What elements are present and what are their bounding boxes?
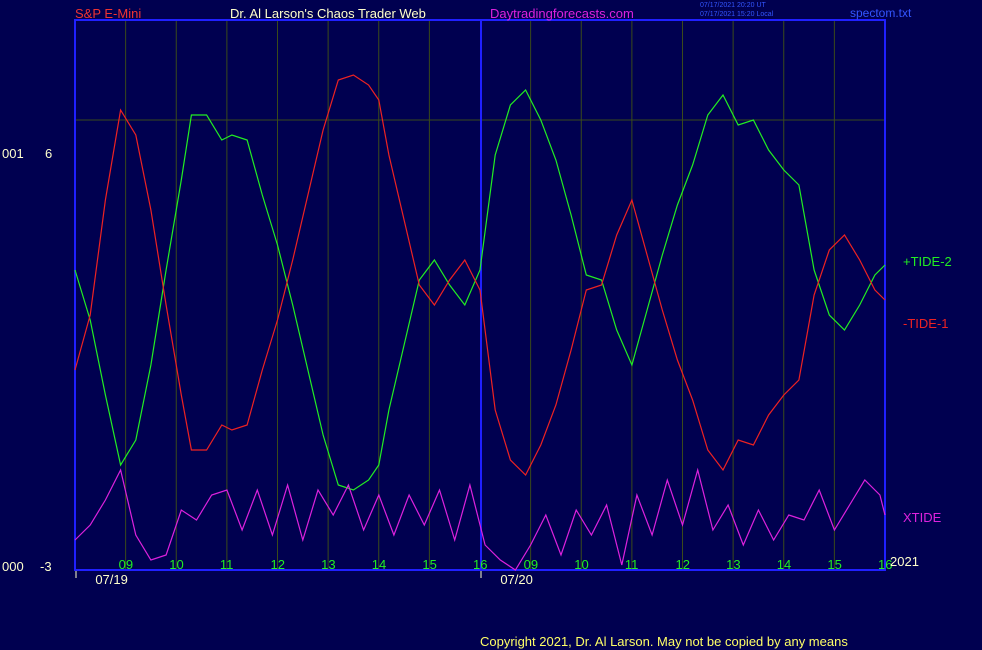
series-line-1 [74,88,886,491]
site-link[interactable]: Daytradingforecasts.com [490,6,634,21]
x-tick-label: 13 [726,557,740,572]
data-file-name: spectom.txt [850,6,912,20]
timestamp-local: 07/17/2021 15:20 Local [700,11,774,18]
copyright-notice: Copyright 2021, Dr. Al Larson. May not b… [480,634,848,649]
x-tick-label: 10 [574,557,588,572]
legend-tide1: -TIDE-1 [903,316,949,331]
x-tick-label: 13 [321,557,335,572]
lower-level-value: -3 [40,559,52,574]
upper-level-code: 001 [2,146,24,161]
year-label: 2021 [890,554,919,569]
x-tick-label: 10 [169,557,183,572]
x-tick-label: 12 [271,557,285,572]
x-tick-label: 15 [827,557,841,572]
series-line-2 [74,74,886,477]
x-tick-label: 11 [220,557,234,572]
legend-xtide: XTIDE [903,510,942,525]
date-label: 07/20 [500,572,533,587]
x-tick-label: 16 [473,557,487,572]
x-tick-label: 12 [676,557,690,572]
series-line-3 [74,467,886,571]
upper-level-value: 6 [45,146,53,161]
x-tick-label: 16 [878,557,892,572]
legend-tide2: +TIDE-2 [903,254,952,269]
x-tick-label: 15 [422,557,436,572]
x-tick-label: 09 [119,557,133,572]
date-label: 07/19 [95,572,128,587]
x-tick-label: 09 [524,557,538,572]
x-tick-label: 14 [372,557,386,572]
x-tick-label: 11 [625,557,639,572]
author-title: Dr. Al Larson's Chaos Trader Web [230,6,426,21]
symbol-title: S&P E-Mini [75,6,142,21]
timestamp-utc: 07/17/2021 20:20 UT [700,2,766,9]
lower-level-code: 000 [2,559,24,574]
x-tick-label: 14 [777,557,791,572]
